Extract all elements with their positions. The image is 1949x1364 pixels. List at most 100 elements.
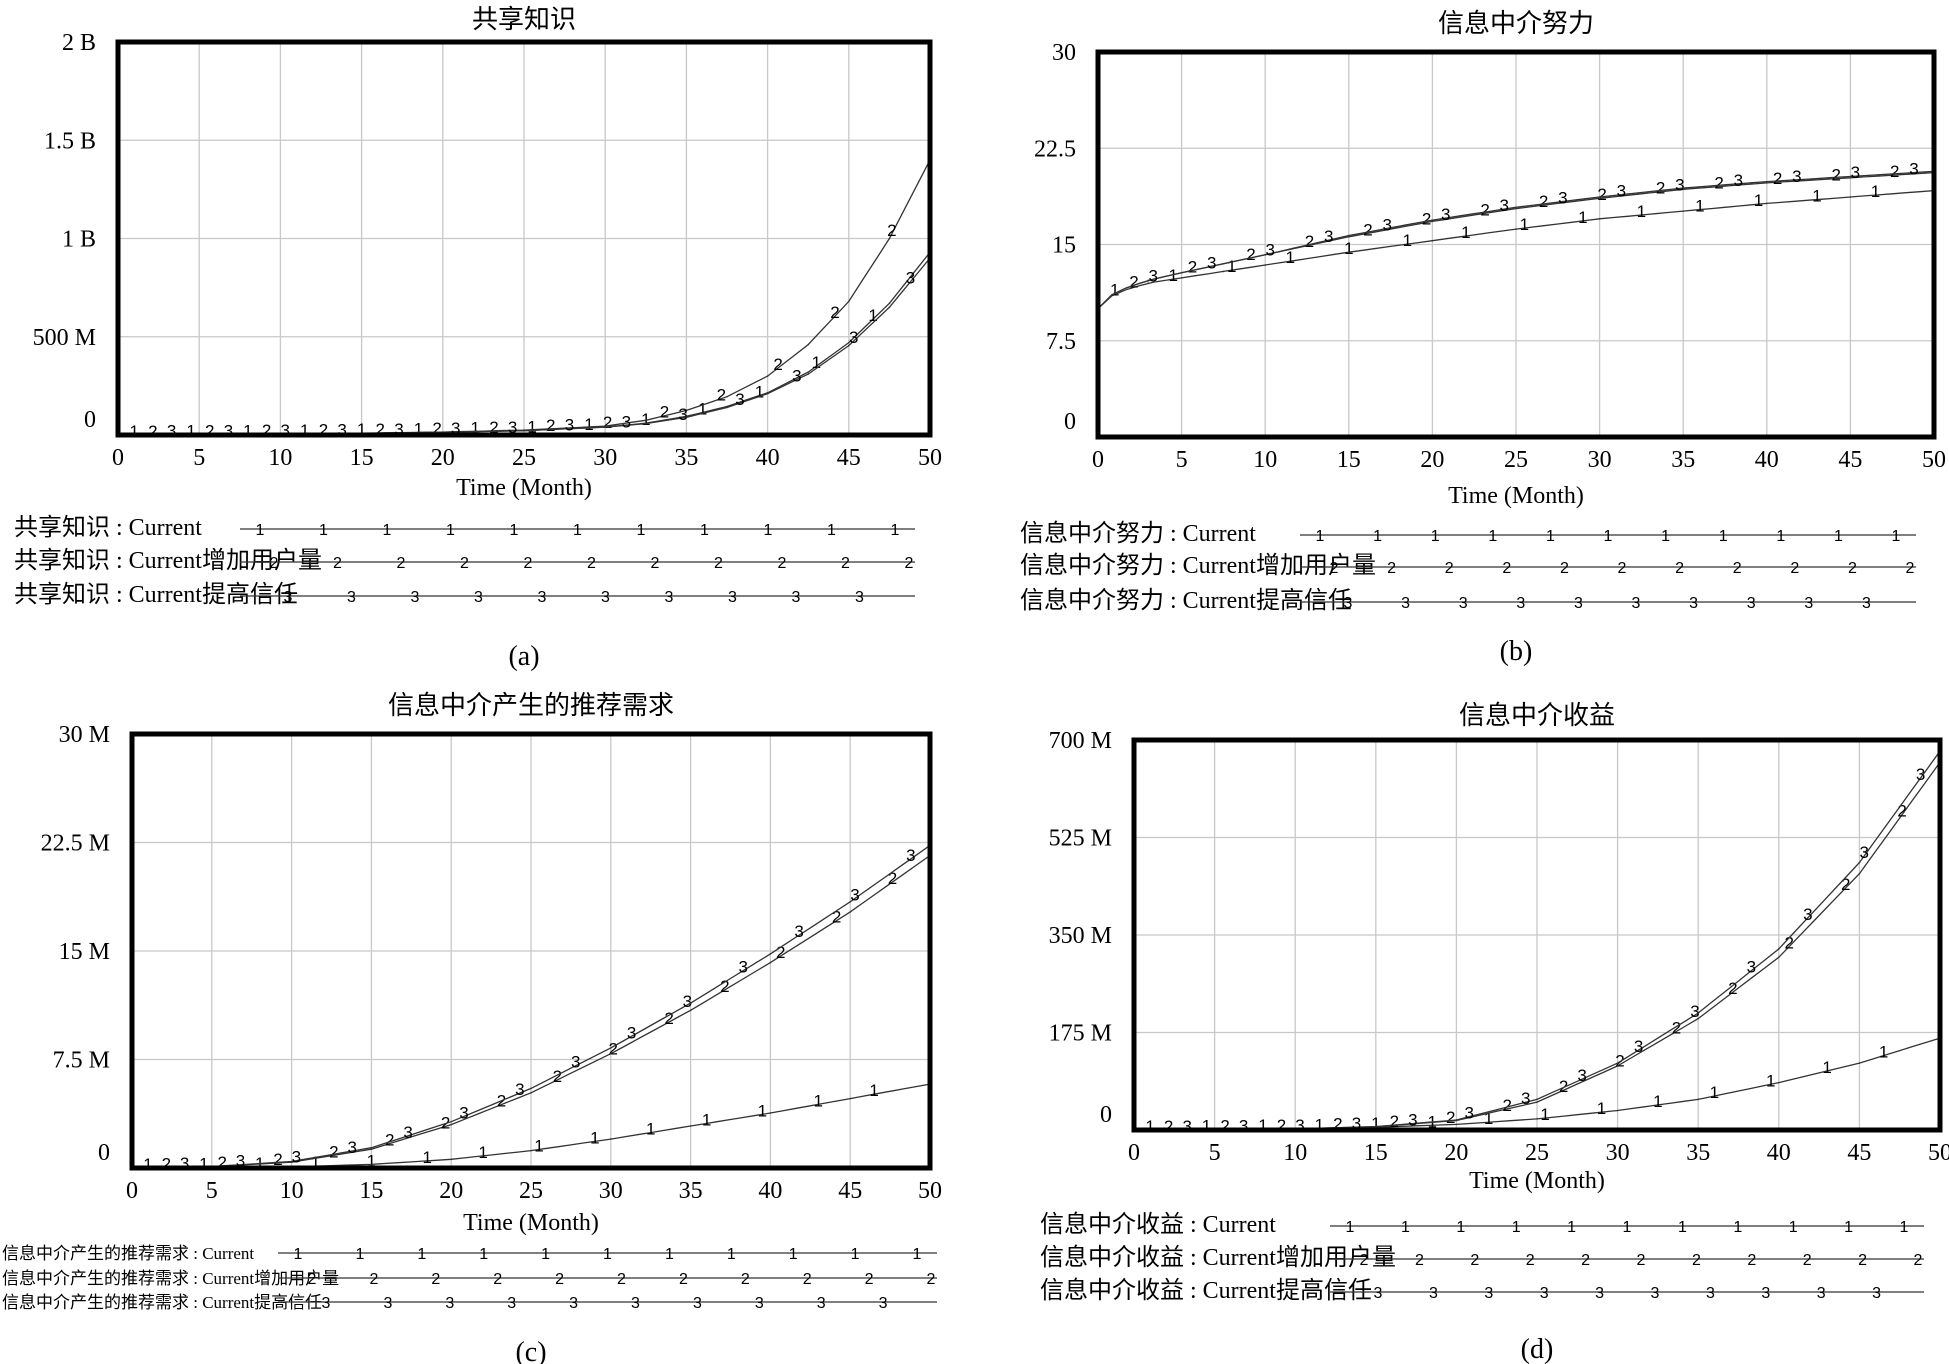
series-marker: 1: [1710, 1083, 1719, 1102]
legend-marker: 1: [1834, 528, 1843, 545]
series-marker: 1: [1520, 215, 1529, 234]
data-point: [1766, 202, 1768, 205]
legend-marker: 3: [1689, 595, 1698, 612]
series-marker: 2: [603, 413, 612, 432]
legend-marker: 2: [905, 555, 914, 572]
legend-marker: 3: [1374, 1285, 1383, 1302]
legend-marker: 1: [573, 522, 582, 539]
legend-marker: 1: [417, 1246, 426, 1263]
legend-marker: 3: [728, 589, 737, 606]
legend-marker: 1: [1567, 1219, 1576, 1236]
series-marker: 3: [1500, 196, 1509, 215]
data-point: [450, 1158, 453, 1161]
data-point: [1431, 220, 1434, 223]
data-point: [888, 306, 891, 309]
series-marker: 1: [143, 1155, 152, 1174]
legend-entry-1: 共享知识 : Current 1 1 1 1 1 1 1 1 1 1 1: [14, 514, 915, 541]
legend-marker: 2: [1445, 560, 1454, 577]
series-marker: 3: [1465, 1104, 1474, 1123]
series-marker: 2: [273, 1150, 282, 1169]
series-marker: 3: [1577, 1066, 1586, 1085]
series-marker: 2: [1333, 1115, 1342, 1134]
y-tick-label: 22.5 M: [41, 831, 110, 857]
legend-marker: 2: [865, 1271, 874, 1288]
series-marker: 2: [888, 869, 897, 888]
legend-marker: 2: [270, 555, 279, 572]
series-marker: 3: [1734, 171, 1743, 190]
legend-marker: 1: [789, 1246, 798, 1263]
series-marker: 1: [1403, 231, 1412, 250]
legend-marker: 1: [851, 1246, 860, 1263]
legend-marker: 2: [617, 1271, 626, 1288]
x-tick-label: 25: [1525, 1140, 1549, 1166]
data-point: [1697, 1012, 1699, 1014]
x-tick-label: 50: [918, 1178, 942, 1204]
plot-frame: [129, 731, 933, 1171]
data-point: [849, 901, 851, 903]
x-tick-label: 25: [512, 445, 536, 471]
legend-marker: 1: [256, 522, 265, 539]
series-marker: 2: [432, 419, 441, 438]
legend-marker: 2: [1675, 560, 1684, 577]
series-3: 3 3 3 3 3 3 3 3 3 3 3 3 3 3: [1097, 160, 1935, 310]
series-marker: 2: [1164, 1117, 1173, 1136]
legend-marker: 2: [1858, 1252, 1867, 1269]
y-tick-label: 500 M: [33, 325, 96, 351]
series-marker: 3: [1792, 167, 1801, 186]
data-point: [1766, 182, 1768, 184]
legend-marker: 2: [1360, 1252, 1369, 1269]
figure-caption: (a): [508, 641, 539, 672]
y-tick-label: 0: [1064, 409, 1076, 435]
series-marker: 1: [646, 1120, 655, 1139]
series-marker: 3: [1675, 175, 1684, 194]
legend-marker: 3: [284, 589, 293, 606]
x-tick-label: 35: [674, 445, 698, 471]
legend-marker: 2: [460, 555, 469, 572]
data-point: [530, 1149, 532, 1152]
series-marker: 2: [217, 1153, 226, 1172]
y-tick-label: 22.5: [1034, 136, 1076, 162]
series-marker: 3: [180, 1154, 189, 1173]
legend-marker: 2: [1747, 1252, 1756, 1269]
series-marker: 3: [348, 1138, 357, 1157]
data-point: [530, 1087, 532, 1090]
legend-entry-1: 信息中介努力 : Current 1 1 1 1 1 1 1 1 1 1 1: [1020, 520, 1916, 547]
legend-marker: 1: [727, 1246, 736, 1263]
series-marker: 2: [1188, 257, 1197, 276]
series-marker: 3: [1634, 1037, 1643, 1056]
legend-marker: 1: [1844, 1219, 1853, 1236]
legend-marker: 3: [1595, 1285, 1604, 1302]
data-point: [1515, 207, 1517, 210]
legend-marker: 3: [383, 1295, 392, 1312]
legend-marker: 2: [1560, 560, 1569, 577]
series-marker: 3: [1916, 765, 1925, 784]
legend-marker: 1: [1488, 528, 1497, 545]
legend-marker: 3: [1484, 1285, 1493, 1302]
y-tick-label: 525 M: [1049, 826, 1112, 852]
data-point: [1682, 210, 1684, 212]
series-marker: 2: [1422, 209, 1431, 228]
series-marker: 2: [1129, 272, 1138, 291]
series-marker: 3: [683, 992, 692, 1011]
legend-marker: 2: [1637, 1252, 1646, 1269]
series-marker: 3: [571, 1053, 580, 1072]
data-point: [1348, 236, 1350, 238]
x-axis-label: Time (Month): [456, 475, 592, 501]
legend-marker: 2: [1790, 560, 1799, 577]
data-point: [888, 302, 891, 305]
data-point: [1858, 872, 1861, 875]
data-point: [370, 1146, 373, 1149]
legend: 共享知识 : Current 1 1 1 1 1 1 1 1 1 1 1 共享知识 : Current增…: [14, 514, 915, 608]
data-point: [726, 395, 728, 398]
series-marker: 3: [1860, 843, 1869, 862]
legend-marker: 3: [1516, 595, 1525, 612]
data-point: [769, 953, 772, 955]
data-point: [1180, 271, 1183, 274]
series-marker: 1: [1766, 1071, 1775, 1090]
legend-marker: 1: [665, 1246, 674, 1263]
legend-marker: 2: [1415, 1252, 1424, 1269]
series-marker: 3: [1441, 205, 1450, 224]
chart-title: 信息中介努力: [1438, 9, 1594, 38]
series-marker: 1: [1227, 257, 1236, 276]
